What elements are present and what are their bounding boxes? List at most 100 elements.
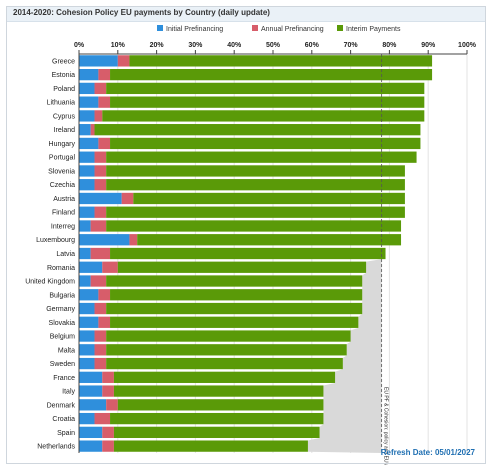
bar-segment[interactable] bbox=[117, 55, 130, 67]
bar-segment[interactable] bbox=[98, 68, 111, 81]
bar-segment[interactable] bbox=[117, 399, 324, 411]
bar-segment[interactable] bbox=[90, 124, 95, 136]
bar-segment[interactable] bbox=[79, 357, 95, 370]
bar-segment[interactable] bbox=[79, 206, 95, 218]
bar-segment[interactable] bbox=[110, 68, 433, 81]
bar-segment[interactable] bbox=[79, 82, 95, 95]
bar-segment[interactable] bbox=[110, 247, 386, 260]
bar-segment[interactable] bbox=[79, 234, 130, 246]
refresh-date: Refresh Date: 05/01/2027 bbox=[380, 448, 475, 457]
legend-swatch[interactable] bbox=[252, 25, 258, 31]
bar-segment[interactable] bbox=[79, 68, 99, 81]
bar-segment[interactable] bbox=[79, 179, 95, 191]
bar-segment[interactable] bbox=[79, 110, 95, 122]
bar-segment[interactable] bbox=[106, 344, 347, 356]
bar-segment[interactable] bbox=[110, 96, 425, 108]
bar-segment[interactable] bbox=[79, 247, 91, 260]
bar-segment[interactable] bbox=[121, 192, 134, 205]
bar-segment[interactable] bbox=[94, 344, 107, 356]
bar-segment[interactable] bbox=[113, 440, 308, 452]
bar-segment[interactable] bbox=[94, 165, 107, 177]
bar-segment[interactable] bbox=[79, 330, 95, 342]
bar-segment[interactable] bbox=[102, 426, 114, 439]
bar-segment[interactable] bbox=[79, 302, 95, 315]
bar-segment[interactable] bbox=[79, 137, 99, 150]
bar-segment[interactable] bbox=[110, 316, 359, 328]
bar-segment[interactable] bbox=[79, 426, 103, 439]
bar-segment[interactable] bbox=[79, 440, 103, 452]
bar-segment[interactable] bbox=[106, 330, 351, 342]
x-tick-label: 10% bbox=[111, 42, 126, 49]
bar-segment[interactable] bbox=[79, 192, 122, 205]
bar-segment[interactable] bbox=[79, 124, 91, 136]
bar-segment[interactable] bbox=[106, 399, 118, 411]
bar-segment[interactable] bbox=[106, 302, 363, 315]
legend-swatch[interactable] bbox=[337, 25, 343, 31]
bar-segment[interactable] bbox=[94, 330, 107, 342]
bar-segment[interactable] bbox=[94, 179, 107, 191]
x-tick-label: 80% bbox=[382, 42, 397, 49]
bar-segment[interactable] bbox=[79, 399, 107, 411]
bar-segment[interactable] bbox=[79, 151, 95, 163]
legend-label[interactable]: Annual Prefinancing bbox=[261, 26, 324, 33]
bar-segment[interactable] bbox=[79, 344, 95, 356]
bar-segment[interactable] bbox=[94, 206, 107, 218]
bar-segment[interactable] bbox=[90, 220, 107, 232]
bar-segment[interactable] bbox=[79, 220, 91, 232]
bar-segment[interactable] bbox=[94, 110, 103, 122]
bar-segment[interactable] bbox=[106, 206, 405, 218]
bar-segment[interactable] bbox=[113, 371, 336, 383]
bar-segment[interactable] bbox=[106, 220, 402, 232]
bar-segment[interactable] bbox=[117, 261, 367, 273]
bar-segment[interactable] bbox=[129, 55, 433, 67]
bar-segment[interactable] bbox=[106, 275, 363, 287]
bar-segment[interactable] bbox=[94, 82, 107, 95]
bar-segment[interactable] bbox=[79, 96, 99, 108]
bar-segment[interactable] bbox=[90, 247, 111, 260]
bar-segment[interactable] bbox=[133, 192, 405, 205]
category-label: Denmark bbox=[47, 402, 76, 409]
reference-line-label: EU PF & Cohesion: policy and EU average bbox=[383, 387, 389, 465]
bar-segment[interactable] bbox=[98, 96, 111, 108]
bar-segment[interactable] bbox=[110, 412, 324, 425]
bar-segment[interactable] bbox=[94, 357, 107, 370]
bar-segment[interactable] bbox=[102, 440, 114, 452]
bar-segment[interactable] bbox=[102, 371, 114, 383]
bar-segment[interactable] bbox=[79, 289, 99, 301]
legend-label[interactable]: Interim Payments bbox=[346, 26, 401, 33]
bar-segment[interactable] bbox=[79, 412, 95, 425]
legend-swatch[interactable] bbox=[157, 25, 163, 31]
bar-segment[interactable] bbox=[98, 289, 111, 301]
bar-segment[interactable] bbox=[102, 385, 114, 397]
legend-label[interactable]: Initial Prefinancing bbox=[166, 26, 223, 33]
bar-segment[interactable] bbox=[102, 110, 425, 122]
bar-segment[interactable] bbox=[79, 275, 91, 287]
bar-segment[interactable] bbox=[102, 261, 118, 273]
bar-segment[interactable] bbox=[113, 385, 324, 397]
bar-segment[interactable] bbox=[79, 371, 103, 383]
bar-segment[interactable] bbox=[137, 234, 402, 246]
bar-segment[interactable] bbox=[98, 137, 111, 150]
bar-segment[interactable] bbox=[106, 151, 417, 163]
chart-svg: Initial Prefinancing Annual Prefinancing I… bbox=[25, 25, 477, 465]
bar-segment[interactable] bbox=[129, 234, 138, 246]
bar-segment[interactable] bbox=[79, 55, 118, 67]
bar-segment[interactable] bbox=[106, 179, 405, 191]
bar-segment[interactable] bbox=[106, 357, 343, 370]
bar-segment[interactable] bbox=[94, 302, 107, 315]
bar-segment[interactable] bbox=[110, 289, 363, 301]
bar-segment[interactable] bbox=[79, 165, 95, 177]
bar-segment[interactable] bbox=[106, 82, 425, 95]
bar-segment[interactable] bbox=[90, 275, 107, 287]
bar-segment[interactable] bbox=[79, 261, 103, 273]
category-label: Interreg bbox=[51, 223, 75, 230]
bar-segment[interactable] bbox=[98, 316, 111, 328]
bar-segment[interactable] bbox=[106, 165, 405, 177]
bar-segment[interactable] bbox=[79, 385, 103, 397]
bar-segment[interactable] bbox=[79, 316, 99, 328]
bar-segment[interactable] bbox=[94, 124, 421, 136]
bar-segment[interactable] bbox=[94, 151, 107, 163]
bar-segment[interactable] bbox=[113, 426, 320, 439]
bar-segment[interactable] bbox=[94, 412, 111, 425]
bar-segment[interactable] bbox=[110, 137, 421, 150]
